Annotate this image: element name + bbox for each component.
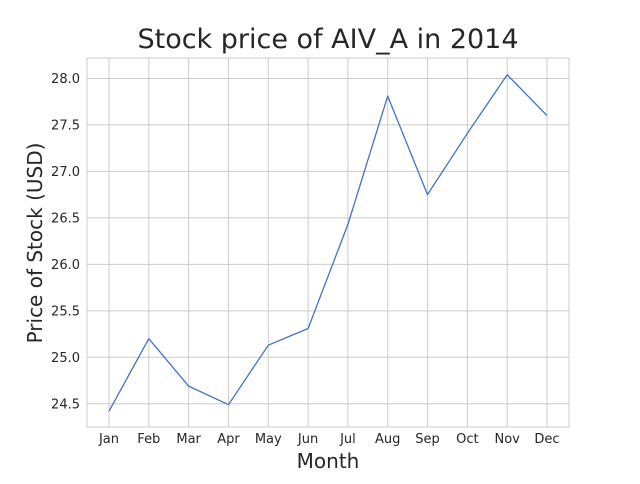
y-tick-label: 27.5 <box>51 118 80 133</box>
x-tick-label: Sep <box>415 432 440 447</box>
x-tick-label: Oct <box>456 432 478 447</box>
x-tick-label: Jan <box>98 432 119 447</box>
x-tick-label: Jun <box>297 432 318 447</box>
x-tick-label: Mar <box>176 432 201 447</box>
x-tick-labels: Jan Feb Mar Apr May Jun Jul Aug Sep Oct Nov Dec <box>98 432 560 447</box>
x-axis-title: Month <box>297 449 360 473</box>
x-tick-label: Aug <box>375 432 400 447</box>
x-tick-label: Apr <box>217 432 240 447</box>
grid <box>87 58 569 427</box>
x-tick-label: Jul <box>339 432 356 447</box>
chart-title: Stock price of AIV_A in 2014 <box>137 24 518 55</box>
y-tick-labels: 24.5 25.0 25.5 26.0 26.5 27.0 27.5 28.0 <box>51 72 80 412</box>
x-tick-label: Feb <box>137 432 160 447</box>
y-tick-label: 28.0 <box>51 72 80 87</box>
y-tick-label: 26.5 <box>51 211 80 226</box>
x-tick-label: Dec <box>534 432 559 447</box>
y-tick-label: 25.0 <box>51 351 80 366</box>
series-layer <box>108 74 548 412</box>
y-tick-label: 27.0 <box>51 165 80 180</box>
series-line <box>108 74 548 412</box>
x-tick-label: Nov <box>494 432 520 447</box>
y-tick-label: 25.5 <box>51 304 80 319</box>
y-axis-title: Price of Stock (USD) <box>23 143 47 344</box>
y-tick-label: 24.5 <box>51 397 80 412</box>
plot-area <box>86 57 570 428</box>
y-tick-label: 26.0 <box>51 258 80 273</box>
x-tick-label: May <box>255 432 282 447</box>
